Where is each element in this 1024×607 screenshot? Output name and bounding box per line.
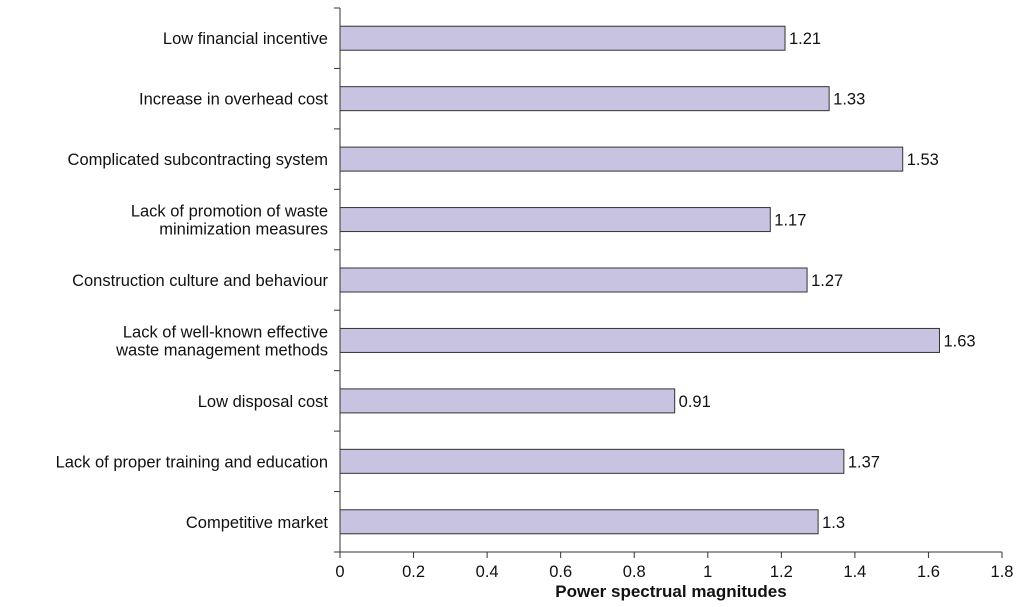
category-label: waste management methods (115, 341, 328, 359)
category-labels: Low financial incentive Increase in overh… (56, 30, 329, 532)
bar (339, 86, 830, 112)
category-label: minimization measures (159, 221, 328, 239)
value-label: 1.63 (943, 332, 975, 350)
x-tick-label: 0.2 (402, 563, 425, 581)
x-tick-label: 0 (335, 563, 344, 581)
axes (334, 7, 1002, 553)
bar (339, 509, 819, 535)
x-tick-label: 1.8 (991, 563, 1014, 581)
value-label: 1.3 (822, 514, 845, 532)
x-tick-label: 0.6 (549, 563, 572, 581)
value-label: 1.53 (907, 151, 939, 169)
value-label: 0.91 (679, 393, 711, 411)
category-label: Lack of promotion of waste (131, 203, 328, 221)
bar (339, 146, 904, 172)
bar (339, 448, 845, 474)
x-axis-title: Power spectrual magnitudes (555, 582, 786, 601)
x-tick-label: 1.6 (917, 563, 940, 581)
category-label: Construction culture and behaviour (72, 272, 328, 290)
x-ticks: 0 0.2 0.4 0.6 0.8 1 1.2 1.4 1.6 1.8 (335, 552, 1013, 581)
x-tick-label: 1.2 (770, 563, 793, 581)
bars-layer (339, 25, 940, 535)
x-tick-label: 0.4 (476, 563, 499, 581)
x-tick-label: 0.8 (623, 563, 646, 581)
value-label: 1.37 (848, 453, 880, 471)
value-labels: 1.21 1.33 1.53 1.17 1.27 1.63 0.91 1.37 1.3 (679, 30, 976, 532)
category-label: Low financial incentive (163, 30, 328, 48)
bar (339, 267, 808, 293)
bar (339, 388, 676, 414)
value-label: 1.27 (811, 272, 843, 290)
category-label: Complicated subcontracting system (68, 151, 328, 169)
x-tick-label: 1 (703, 563, 712, 581)
x-tick-label: 1.4 (843, 563, 866, 581)
bar (339, 25, 786, 51)
category-label: Low disposal cost (198, 393, 329, 411)
category-label: Lack of proper training and education (56, 453, 328, 471)
category-label: Increase in overhead cost (139, 91, 328, 109)
category-label: Lack of well-known effective (123, 323, 328, 341)
value-label: 1.17 (774, 212, 806, 230)
bar (339, 207, 771, 233)
value-label: 1.33 (833, 91, 865, 109)
value-label: 1.21 (789, 30, 821, 48)
category-label: Competitive market (186, 514, 329, 532)
bar (339, 327, 940, 353)
